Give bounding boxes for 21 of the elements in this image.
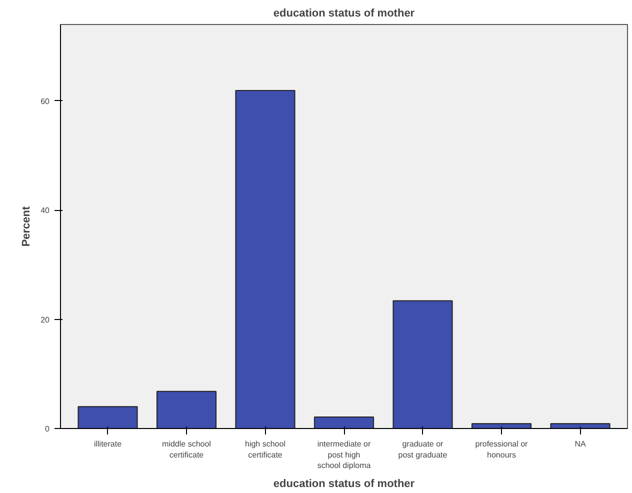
x-axis-title: education status of mother: [273, 478, 416, 490]
x-tick-label: NA: [574, 440, 586, 448]
x-tick-label: professional or honours: [475, 440, 528, 460]
x-tick-label: middle school certificate: [162, 440, 212, 460]
x-tick-label: intermediate or post high school diploma: [317, 440, 372, 470]
y-tick-label: 0: [45, 424, 50, 434]
y-tick-label: 20: [40, 315, 50, 324]
y-tick-label: 40: [40, 206, 50, 216]
bar: [392, 300, 453, 428]
bar: [471, 423, 532, 428]
bar: [156, 390, 217, 428]
bar: [550, 423, 610, 428]
x-tick-label: high school certificate: [245, 440, 286, 460]
chart-title: education status of mother: [273, 8, 416, 20]
x-tick-label: illiterate: [94, 440, 122, 448]
y-tick-label: 60: [40, 96, 50, 106]
bar: [314, 416, 374, 428]
y-axis-title: Percent: [20, 206, 33, 247]
x-tick-label: graduate or post graduate: [398, 440, 448, 460]
bar: [78, 406, 138, 428]
bar: [235, 90, 296, 428]
